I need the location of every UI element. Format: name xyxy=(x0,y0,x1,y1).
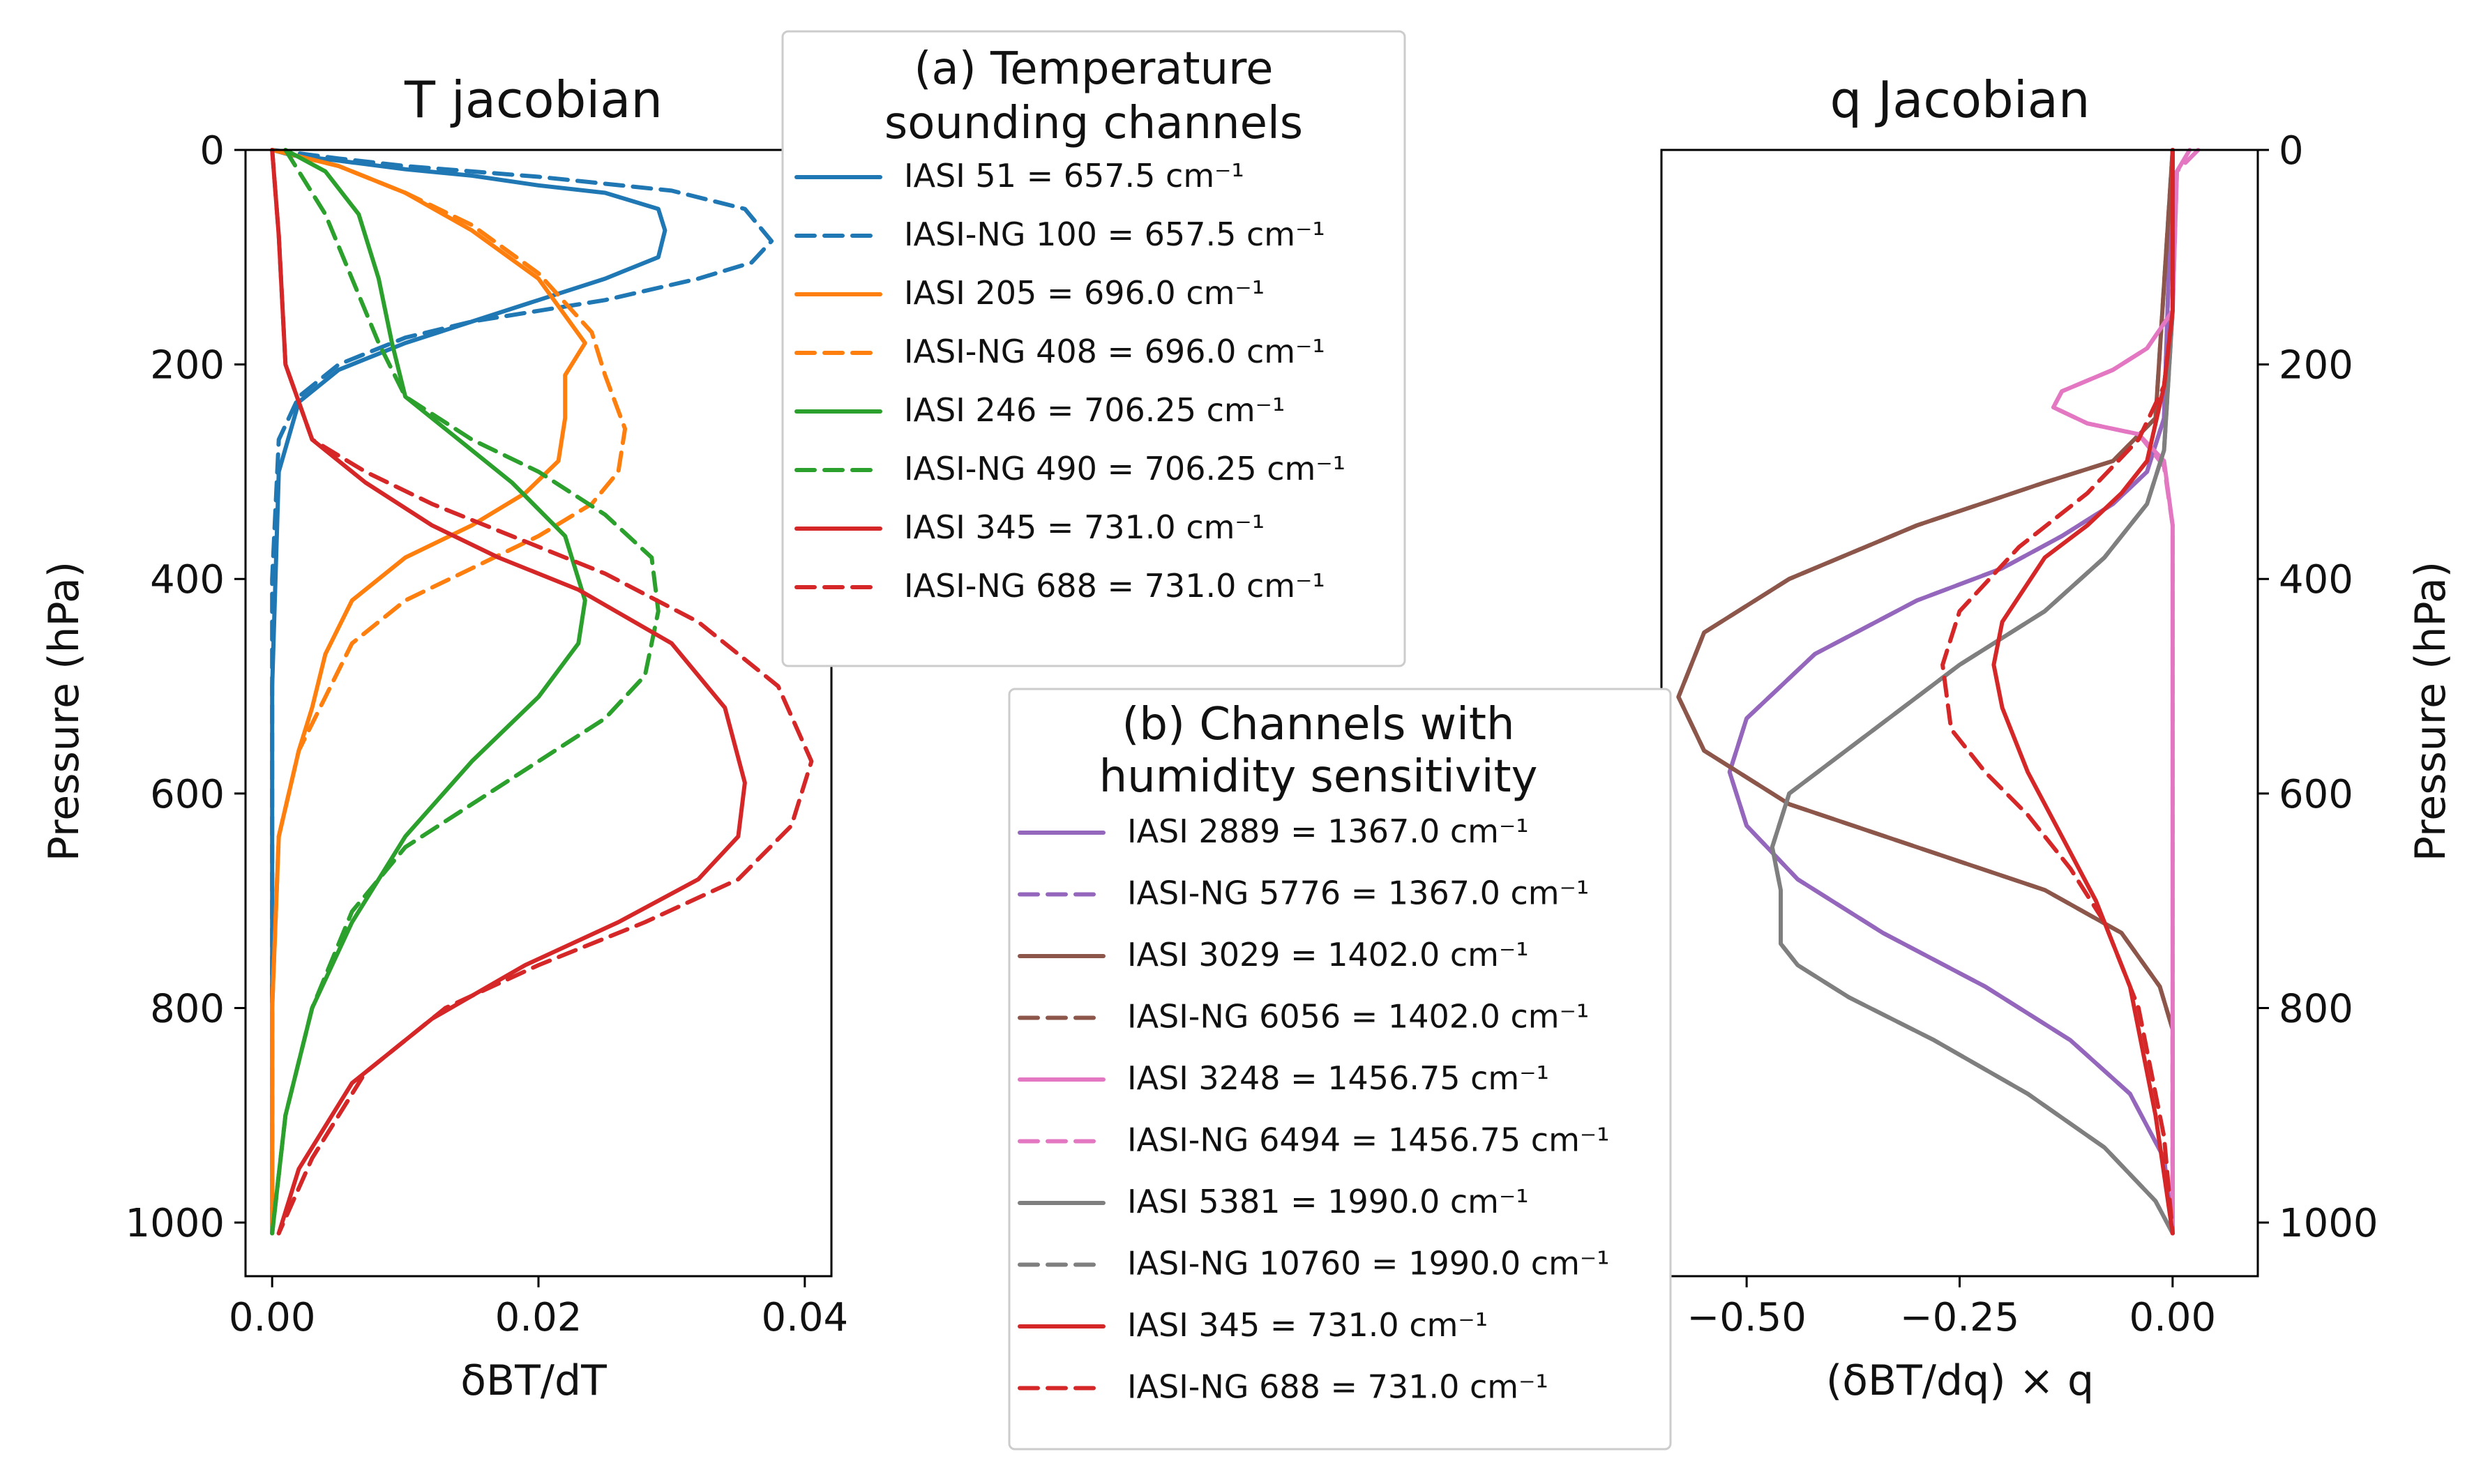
legend-label-a-2: IASI 205 = 696.0 cm⁻¹ xyxy=(904,274,1265,312)
q-jacobian-x-ticks: −0.50 −0.25 0.00 xyxy=(1687,1276,2216,1340)
legend-label-a-6: IASI 345 = 731.0 cm⁻¹ xyxy=(904,508,1265,546)
y-tick-label-0: 0 xyxy=(2279,128,2304,174)
legend-b-title-line-2: humidity sensitivity xyxy=(1099,751,1538,803)
series-line-a-7 xyxy=(270,148,814,1236)
legend-label-b-0: IASI 2889 = 1367.0 cm⁻¹ xyxy=(1127,812,1529,850)
y-tick-label-5: 1000 xyxy=(125,1201,225,1246)
t-jacobian-y-ticks: 0 200 400 600 800 1000 xyxy=(125,128,246,1246)
legend-label-b-5: IASI-NG 6494 = 1456.75 cm⁻¹ xyxy=(1127,1121,1610,1159)
y-tick-label-5: 1000 xyxy=(2279,1201,2378,1246)
y-tick-label-2: 400 xyxy=(2279,557,2353,603)
y-tick-label-3: 600 xyxy=(2279,772,2353,817)
series-line-a-0 xyxy=(270,148,668,1236)
series-line-a-6 xyxy=(270,148,747,1236)
legend-label-b-9: IASI-NG 688 = 731.0 cm⁻¹ xyxy=(1127,1368,1548,1406)
legend-b-title-line-1: (b) Channels with xyxy=(1122,699,1514,750)
series-line-a-4 xyxy=(270,148,587,1236)
legend-label-a-3: IASI-NG 408 = 696.0 cm⁻¹ xyxy=(904,333,1325,370)
legend-label-a-5: IASI-NG 490 = 706.25 cm⁻¹ xyxy=(904,450,1345,487)
t-jacobian-series-group xyxy=(270,148,814,1236)
t-jacobian-panel: T jacobian 0.00 0.02 0.04 0 200 400 600 800 100… xyxy=(40,70,848,1405)
series-line-a-5 xyxy=(270,148,661,1236)
x-tick-label-1: 0.02 xyxy=(495,1295,582,1340)
legend-a-title-line-1: (a) Temperature xyxy=(914,43,1274,95)
x-tick-label-0: 0.00 xyxy=(229,1295,316,1340)
y-tick-label-1: 200 xyxy=(150,343,225,388)
y-tick-label-2: 400 xyxy=(150,557,225,603)
legend-b-frame xyxy=(1008,688,1672,1451)
legend-a-frame xyxy=(781,30,1406,667)
series-line-b-9 xyxy=(1940,148,2175,1236)
series-line-b-5 xyxy=(2051,148,2201,1236)
legend-label-b-8: IASI 345 = 731.0 cm⁻¹ xyxy=(1127,1306,1488,1344)
legend-label-b-1: IASI-NG 5776 = 1367.0 cm⁻¹ xyxy=(1127,874,1589,912)
legend-a-entries: IASI 51 = 657.5 cm⁻¹ IASI-NG 100 = 657.5 … xyxy=(794,157,1345,605)
x-tick-label-2: 0.04 xyxy=(761,1295,848,1340)
t-jacobian-y-label: Pressure (hPa) xyxy=(40,561,89,861)
q-jacobian-y-label: Pressure (hPa) xyxy=(2406,561,2455,861)
q-jacobian-x-label: (δBT/dq) × q xyxy=(1826,1356,2094,1405)
legend-label-b-6: IASI 5381 = 1990.0 cm⁻¹ xyxy=(1127,1183,1529,1220)
series-line-b-3 xyxy=(1676,148,2175,1236)
t-jacobian-x-label: δBT/dT xyxy=(460,1356,607,1405)
y-tick-label-0: 0 xyxy=(199,128,225,174)
series-line-b-6 xyxy=(1770,148,2175,1236)
y-tick-label-1: 200 xyxy=(2279,343,2353,388)
y-tick-label-4: 800 xyxy=(2279,986,2353,1031)
series-line-a-1 xyxy=(270,148,774,1236)
t-jacobian-x-ticks: 0.00 0.02 0.04 xyxy=(229,1276,848,1340)
series-line-a-3 xyxy=(270,148,628,1236)
series-line-b-1 xyxy=(1727,148,2175,1236)
legend-label-a-4: IASI 246 = 706.25 cm⁻¹ xyxy=(904,391,1285,429)
series-line-b-8 xyxy=(1991,148,2175,1236)
y-tick-label-4: 800 xyxy=(150,986,225,1031)
q-jacobian-series-group xyxy=(1676,148,2201,1236)
legend-label-a-0: IASI 51 = 657.5 cm⁻¹ xyxy=(904,157,1244,195)
series-line-b-7 xyxy=(1770,148,2175,1236)
x-tick-label-1: −0.25 xyxy=(1900,1295,2020,1340)
legend-label-b-3: IASI-NG 6056 = 1402.0 cm⁻¹ xyxy=(1127,998,1589,1036)
legend-humidity-channels: (b) Channels with humidity sensitivity I… xyxy=(1008,688,1672,1451)
y-tick-label-3: 600 xyxy=(150,772,225,817)
legend-label-b-7: IASI-NG 10760 = 1990.0 cm⁻¹ xyxy=(1127,1245,1610,1282)
t-jacobian-title: T jacobian xyxy=(404,70,663,129)
t-jacobian-axes-frame xyxy=(244,149,833,1278)
legend-a-title-line-2: sounding channels xyxy=(884,98,1303,149)
legend-temperature-channels: (a) Temperature sounding channels IASI 5… xyxy=(781,30,1406,667)
q-jacobian-title: q Jacobian xyxy=(1830,70,2090,129)
legend-label-b-2: IASI 3029 = 1402.0 cm⁻¹ xyxy=(1127,936,1529,974)
x-tick-label-2: 0.00 xyxy=(2129,1295,2217,1340)
q-jacobian-panel: q Jacobian −0.50 −0.25 0.00 0 200 400 600 800 1… xyxy=(1660,70,2455,1405)
legend-label-b-4: IASI 3248 = 1456.75 cm⁻¹ xyxy=(1127,1059,1549,1097)
q-jacobian-y-ticks: 0 200 400 600 800 1000 xyxy=(2258,128,2378,1246)
legend-label-a-1: IASI-NG 100 = 657.5 cm⁻¹ xyxy=(904,215,1325,253)
legend-label-a-7: IASI-NG 688 = 731.0 cm⁻¹ xyxy=(904,567,1325,605)
legend-b-entries: IASI 2889 = 1367.0 cm⁻¹ IASI-NG 5776 = 13… xyxy=(1018,812,1610,1406)
x-tick-label-0: −0.50 xyxy=(1687,1295,1807,1340)
